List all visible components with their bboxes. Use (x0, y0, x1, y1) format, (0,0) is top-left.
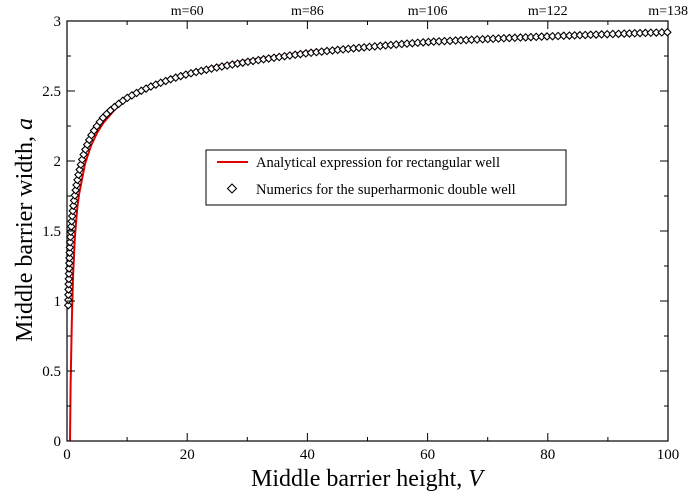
top-axis-label: m=106 (408, 4, 448, 19)
numerics-marker (65, 237, 75, 247)
numerics-marker (72, 180, 81, 190)
numerics-marker (64, 274, 74, 284)
numerics-marker (67, 211, 77, 221)
numerics-marker (66, 222, 76, 231)
legend-diamond-swatch (226, 183, 238, 194)
numerics-marker (64, 285, 73, 294)
numerics-marker (64, 264, 74, 273)
y-tick-label: 1 (54, 294, 62, 310)
y-tick-label: 1.5 (42, 224, 61, 240)
numerics-marker (77, 155, 87, 164)
numerics-marker (64, 269, 74, 279)
x-tick-label: 0 (63, 447, 71, 463)
legend-box (205, 149, 567, 206)
numerics-marker (663, 27, 672, 37)
x-tick-label: 40 (300, 447, 315, 463)
top-axis-label: m=138 (648, 4, 688, 19)
axis-tick-labels: 0 20 40 60 80 100 0 0.5 1 1.5 2 2.5 3 (42, 14, 679, 463)
legend-label-numerics: Numerics for the superharmonic double we… (256, 182, 516, 198)
numerics-marker (64, 258, 74, 268)
numerics-marker (63, 300, 73, 310)
numerics-marker (68, 206, 78, 216)
x-tick-label: 20 (180, 447, 195, 463)
x-axis-title: Middle barrier height, V (251, 466, 485, 492)
top-axis-label: m=60 (171, 4, 204, 19)
y-tick-label: 3 (54, 14, 62, 30)
numerics-marker (69, 196, 79, 205)
top-axis-labels: m=60 m=86 m=106 m=122 m=138 (171, 4, 688, 19)
numerics-marker (63, 295, 73, 305)
top-axis-label: m=86 (291, 4, 324, 19)
numerics-marker (68, 201, 78, 211)
legend-label-analytical: Analytical expression for rectangular we… (256, 155, 500, 171)
numerics-marker (74, 170, 83, 180)
analytical-curve (69, 31, 669, 442)
numerics-marker (67, 216, 77, 226)
x-tick-label: 80 (540, 447, 555, 463)
numerics-marker (64, 279, 74, 289)
legend: Analytical expression for rectangular we… (205, 149, 567, 206)
top-axis-label: m=122 (528, 4, 568, 19)
x-tick-label: 60 (420, 447, 435, 463)
numerics-marker (64, 290, 73, 300)
numerics-marker (66, 232, 75, 242)
numerics-marker (65, 248, 75, 258)
x-tick-label: 100 (657, 447, 680, 463)
numerics-marker (65, 253, 74, 263)
y-tick-label: 2 (54, 154, 62, 170)
numerics-marker (65, 243, 75, 252)
numerics-marker (66, 227, 76, 237)
y-axis-title: Middle barrier width, a (12, 118, 38, 342)
series-numerics-markers (63, 27, 672, 310)
axis-ticks (66, 20, 669, 442)
y-tick-label: 2.5 (42, 84, 61, 100)
numerics-marker (76, 160, 86, 169)
y-tick-label: 0 (54, 434, 62, 450)
y-tick-label: 0.5 (42, 364, 61, 380)
series-analytical-line (69, 31, 669, 442)
